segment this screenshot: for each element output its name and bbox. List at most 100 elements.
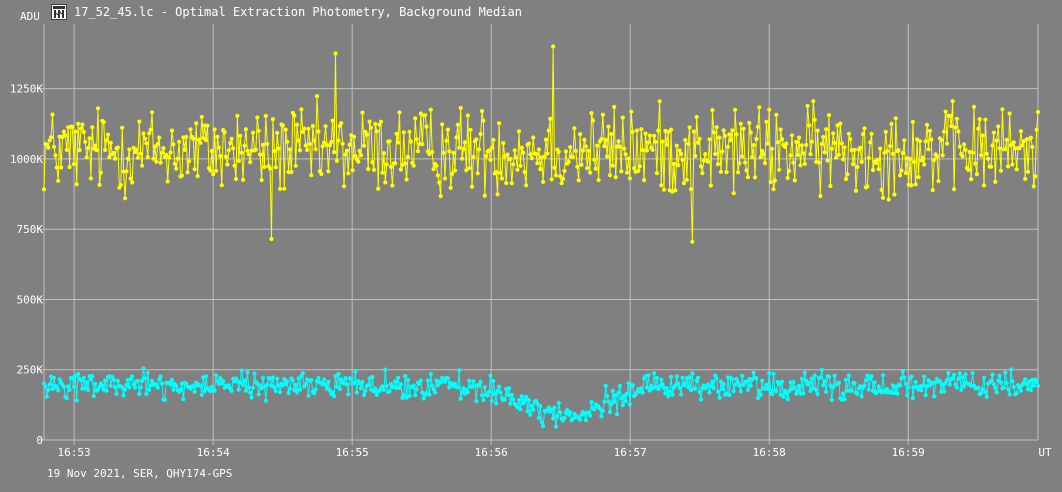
series-point bbox=[148, 127, 153, 132]
series-point bbox=[799, 143, 805, 148]
series-point bbox=[693, 386, 698, 391]
series-point bbox=[734, 132, 739, 137]
series-point bbox=[283, 127, 288, 132]
series-point bbox=[848, 137, 853, 142]
series-point bbox=[715, 389, 721, 394]
series-point bbox=[683, 381, 688, 386]
series-point bbox=[297, 387, 303, 392]
series-point bbox=[498, 170, 503, 175]
series-point bbox=[396, 375, 401, 380]
series-point bbox=[865, 373, 870, 378]
series-point bbox=[444, 138, 449, 143]
series-point bbox=[896, 148, 901, 153]
series-point bbox=[467, 378, 472, 383]
series-point bbox=[407, 129, 412, 134]
series-point bbox=[93, 143, 98, 148]
series-point bbox=[721, 382, 726, 387]
series-point bbox=[977, 117, 982, 122]
series-point bbox=[533, 151, 539, 156]
series-point bbox=[866, 387, 871, 392]
series-point bbox=[98, 170, 103, 175]
series-point bbox=[397, 385, 402, 390]
series-point bbox=[981, 375, 987, 380]
series-point bbox=[441, 150, 446, 155]
series-point bbox=[802, 161, 807, 166]
series-point bbox=[485, 393, 490, 398]
series-point bbox=[595, 143, 600, 148]
series-point bbox=[312, 391, 317, 396]
series-point bbox=[824, 389, 829, 394]
series-point bbox=[292, 388, 297, 393]
series-point bbox=[816, 160, 822, 165]
series-point bbox=[551, 44, 556, 49]
series-point bbox=[84, 380, 89, 385]
series-point bbox=[258, 152, 263, 157]
series-point bbox=[506, 386, 512, 391]
series-point bbox=[788, 153, 793, 158]
series-point bbox=[442, 379, 448, 384]
series-point bbox=[218, 154, 223, 159]
series-point bbox=[624, 170, 630, 175]
series-point bbox=[81, 130, 86, 135]
series-point bbox=[121, 393, 126, 398]
series-point bbox=[1031, 383, 1036, 388]
series-point bbox=[236, 158, 241, 163]
series-point bbox=[676, 381, 681, 386]
series-point bbox=[606, 399, 611, 404]
series-point bbox=[199, 392, 204, 397]
series-point bbox=[174, 166, 179, 171]
series-point bbox=[889, 121, 894, 126]
series-point bbox=[693, 153, 698, 159]
series-point bbox=[278, 390, 283, 395]
series-point bbox=[420, 390, 425, 395]
series-point bbox=[41, 187, 47, 192]
series-point bbox=[487, 148, 492, 153]
series-point bbox=[706, 159, 711, 164]
series-point bbox=[487, 389, 492, 394]
series-point bbox=[858, 145, 863, 150]
series-point bbox=[370, 374, 375, 379]
series-point bbox=[103, 378, 108, 383]
series-point bbox=[360, 110, 365, 115]
series-point bbox=[630, 383, 635, 388]
series-point bbox=[947, 382, 952, 387]
series-point bbox=[873, 160, 879, 165]
series-point bbox=[910, 396, 916, 401]
lightcurve-app-icon[interactable] bbox=[51, 4, 67, 20]
series-point bbox=[141, 131, 146, 136]
series-point bbox=[639, 386, 644, 391]
series-point bbox=[241, 382, 246, 387]
series-point bbox=[563, 149, 569, 154]
series-point bbox=[177, 139, 182, 144]
series-point bbox=[583, 418, 588, 423]
series-point bbox=[90, 125, 95, 130]
series-point bbox=[61, 384, 66, 390]
series-point bbox=[47, 382, 52, 387]
series-point bbox=[226, 383, 231, 388]
series-point bbox=[721, 128, 726, 133]
series-point bbox=[383, 367, 388, 372]
series-point bbox=[751, 143, 756, 148]
series-point bbox=[757, 388, 762, 393]
series-point bbox=[872, 380, 877, 385]
series-point bbox=[771, 187, 776, 192]
series-point bbox=[1011, 384, 1016, 390]
series-point bbox=[336, 371, 341, 377]
series-point bbox=[263, 398, 268, 403]
series-point bbox=[745, 175, 751, 180]
series-point bbox=[144, 392, 149, 397]
series-point bbox=[539, 419, 544, 424]
series-point bbox=[508, 401, 513, 406]
x-tick-label: 16:59 bbox=[892, 446, 925, 459]
series-point bbox=[669, 127, 674, 132]
series-point bbox=[47, 138, 52, 143]
series-point bbox=[145, 370, 150, 375]
series-point bbox=[300, 129, 305, 134]
series-point bbox=[127, 385, 132, 390]
series-point bbox=[762, 161, 768, 166]
series-point bbox=[610, 388, 615, 394]
y-tick-label: 750K bbox=[17, 223, 44, 236]
series-point bbox=[465, 390, 470, 395]
series-point bbox=[775, 140, 780, 145]
series-point bbox=[151, 156, 156, 161]
